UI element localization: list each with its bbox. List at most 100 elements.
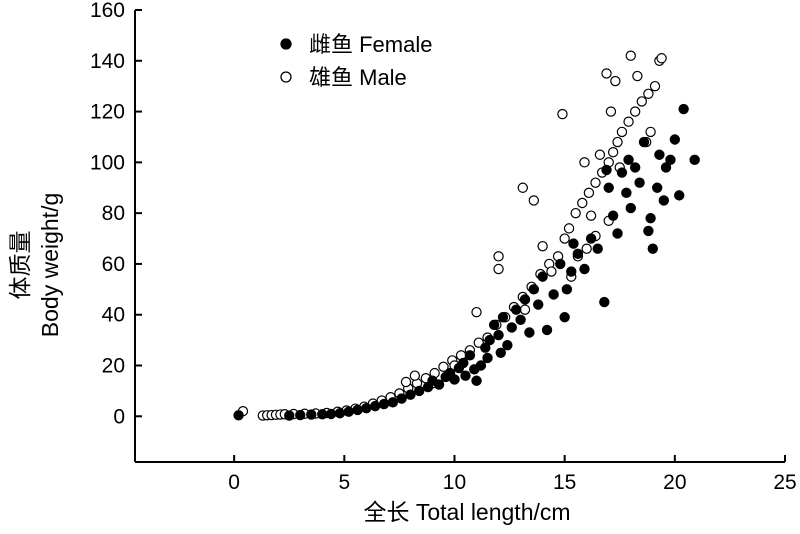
data-point-female <box>548 289 559 300</box>
data-point-male <box>643 88 654 99</box>
axes <box>134 10 785 463</box>
data-point-female <box>460 370 471 381</box>
legend-label-male: 雄鱼 Male <box>309 65 407 90</box>
data-point-male <box>636 96 647 107</box>
data-point-female <box>506 322 517 333</box>
data-point-male <box>493 251 504 262</box>
data-point-female <box>475 360 487 371</box>
data-point-female <box>387 397 398 408</box>
data-point-female <box>284 410 295 421</box>
data-point-male <box>557 108 568 120</box>
data-point-female <box>616 167 628 178</box>
data-point-male <box>645 126 656 138</box>
data-points <box>233 50 700 421</box>
data-point-male <box>570 207 581 219</box>
data-point-female <box>295 409 306 421</box>
data-point-male <box>579 157 590 168</box>
data-point-female <box>559 312 570 323</box>
data-point-female <box>497 312 509 323</box>
y-tick-label: 120 <box>90 101 125 124</box>
data-point-female <box>660 162 672 173</box>
data-point-female <box>647 243 658 254</box>
data-point-male <box>583 187 595 199</box>
data-point-female <box>645 213 656 224</box>
data-point-female <box>396 393 407 404</box>
legend-marker-male <box>280 71 292 83</box>
data-point-female <box>484 334 495 346</box>
x-tick-label: 0 <box>228 471 240 494</box>
y-tick-label: 160 <box>90 0 125 22</box>
data-point-female <box>654 149 665 160</box>
data-point-female <box>601 164 612 176</box>
data-point-male <box>563 223 575 234</box>
data-point-female <box>592 243 603 254</box>
data-point-male <box>656 53 667 64</box>
data-point-male <box>493 263 504 275</box>
data-point-female <box>689 154 700 166</box>
data-point-female <box>623 154 634 166</box>
data-point-female <box>524 327 535 338</box>
data-point-female <box>528 284 540 295</box>
x-axis-title: 全长 Total length/cm <box>363 499 570 525</box>
x-tick-label: 25 <box>773 471 796 494</box>
data-point-female <box>471 375 482 386</box>
data-point-female <box>480 342 491 353</box>
y-tick-label: 0 <box>113 405 125 428</box>
data-point-female <box>612 228 623 239</box>
data-point-female <box>643 225 654 237</box>
y-tick-label: 40 <box>102 304 125 327</box>
data-point-male <box>409 370 421 381</box>
data-point-female <box>317 409 328 420</box>
data-point-male <box>594 149 606 160</box>
data-point-female <box>464 350 476 361</box>
data-point-female <box>233 410 244 421</box>
data-point-female <box>621 187 632 199</box>
data-point-male <box>649 80 661 92</box>
data-point-female <box>568 238 579 249</box>
data-point-female <box>449 374 460 385</box>
data-point-male <box>607 147 619 158</box>
data-point-female <box>585 233 597 244</box>
data-point-male <box>632 70 643 82</box>
data-point-male <box>585 210 597 221</box>
data-point-female <box>629 162 641 173</box>
data-point-female <box>515 314 526 325</box>
data-point-female <box>652 182 663 193</box>
data-point-male <box>519 304 531 315</box>
data-point-female <box>658 195 670 206</box>
data-point-female <box>493 329 504 341</box>
data-point-female <box>669 134 681 145</box>
x-tick-label: 5 <box>338 471 350 494</box>
data-point-female <box>634 177 645 188</box>
data-point-female <box>325 408 337 420</box>
data-point-male <box>537 240 548 252</box>
data-point-female <box>433 379 445 390</box>
data-point-female <box>638 136 650 148</box>
data-point-female <box>414 385 425 397</box>
data-point-female <box>599 296 610 308</box>
data-point-female <box>306 409 317 420</box>
data-point-female <box>334 408 346 419</box>
data-point-female <box>555 258 566 270</box>
data-point-female <box>541 324 553 336</box>
data-point-male <box>528 195 540 206</box>
data-point-female <box>678 103 689 115</box>
data-point-female <box>566 266 577 277</box>
y-tick-label: 20 <box>102 355 125 378</box>
data-point-female <box>572 248 584 259</box>
data-point-male <box>616 126 628 138</box>
data-point-female <box>625 202 636 214</box>
data-point-female <box>665 154 676 166</box>
data-point-male <box>601 68 612 79</box>
data-point-female <box>533 299 544 310</box>
data-point-female <box>495 347 506 359</box>
data-point-male <box>581 243 592 254</box>
data-point-female <box>352 404 363 416</box>
data-point-female <box>603 182 614 193</box>
data-point-female <box>502 339 513 351</box>
data-point-female <box>488 319 500 331</box>
data-point-female <box>482 352 493 364</box>
x-tick-label: 10 <box>443 471 466 494</box>
